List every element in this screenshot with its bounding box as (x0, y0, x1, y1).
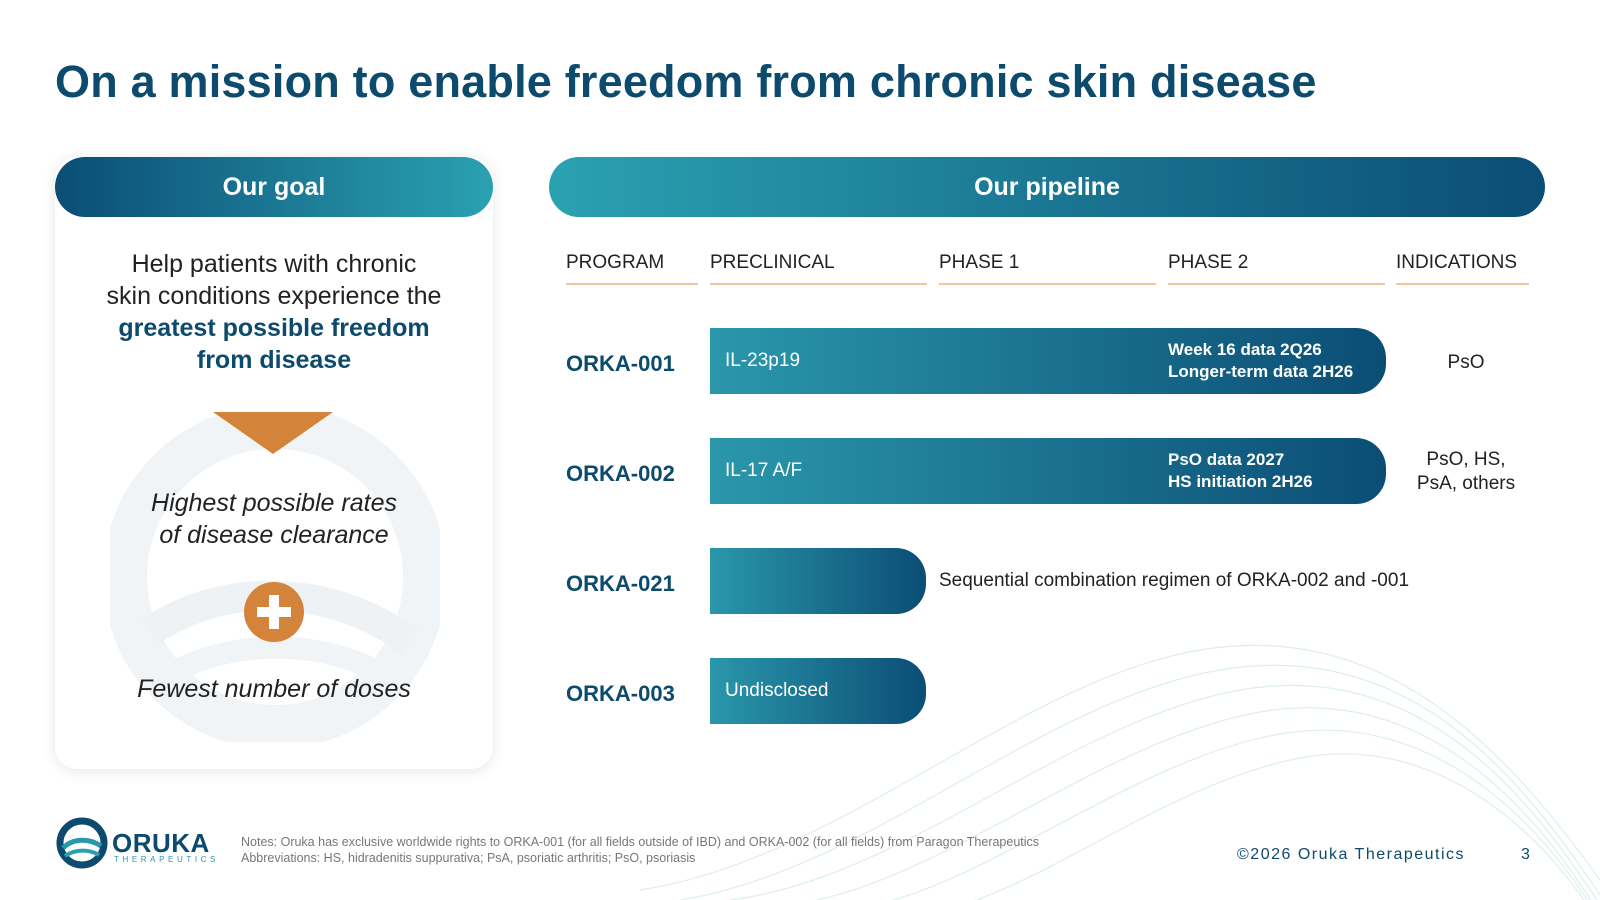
chevron-down-icon (213, 412, 333, 454)
indication-label: PsO, HS, PsA, others (1396, 448, 1536, 496)
footnote-line: Abbreviations: HS, hidradenitis suppurat… (241, 851, 696, 865)
footnote-line: Notes: Oruka has exclusive worldwide rig… (241, 835, 1040, 849)
page-title: On a mission to enable freedom from chro… (55, 56, 1317, 107)
program-name: ORKA-002 (566, 461, 675, 486)
plus-circle-icon (244, 582, 304, 642)
column-header-phase2: PHASE 2 (1168, 252, 1385, 285)
goal-outcome-doses: Fewest number of doses (137, 675, 411, 703)
pipeline-bar-orka-002: IL-17 A/F PsO data 2027 HS initiation 2H… (710, 438, 1386, 504)
background-waves (640, 644, 1600, 900)
pipeline-header: Our pipeline (549, 157, 1545, 217)
milestone-line: HS initiation 2H26 (1168, 472, 1313, 491)
target-label: IL-23p19 (725, 350, 801, 371)
target-label: IL-17 A/F (725, 460, 803, 481)
program-name: ORKA-001 (566, 351, 675, 376)
footnotes: Notes: Oruka has exclusive worldwide rig… (241, 834, 1039, 866)
program-name: ORKA-021 (566, 571, 675, 596)
pipeline-bar-orka-001: IL-23p19 Week 16 data 2Q26 Longer-term d… (710, 328, 1386, 394)
logo-subtitle: THERAPEUTICS (114, 855, 219, 864)
goal-card: Our goal Help patients with chronic skin… (55, 157, 493, 769)
milestone-label: Week 16 data 2Q26 Longer-term data 2H26 (1168, 339, 1353, 383)
goal-text-line: skin conditions experience the (106, 282, 442, 310)
pipeline-bar-orka-021 (710, 548, 926, 614)
milestone-line: Week 16 data 2Q26 (1168, 340, 1322, 359)
column-header-program: PROGRAM (566, 252, 698, 285)
program-name: ORKA-003 (566, 681, 675, 706)
outcome-line: of disease clearance (159, 521, 389, 549)
pipeline-bar-orka-003: Undisclosed (710, 658, 926, 724)
goal-highlight: from disease (196, 346, 352, 374)
goal-statement: Help patients with chronic skin conditio… (55, 248, 493, 376)
milestone-line: PsO data 2027 (1168, 450, 1285, 469)
combination-note: Sequential combination regimen of ORKA-0… (939, 570, 1410, 591)
target-label: Undisclosed (725, 680, 829, 701)
indication-line: PsO, HS, (1426, 449, 1506, 470)
outcome-line: Highest possible rates (151, 489, 397, 517)
oruka-logo-icon (56, 817, 108, 869)
milestone-line: Longer-term data 2H26 (1168, 362, 1354, 381)
goal-header: Our goal (55, 157, 493, 217)
indication-line: PsO (1447, 352, 1485, 373)
logo-wordmark: ORUKA (112, 828, 210, 858)
milestone-label: PsO data 2027 HS initiation 2H26 (1168, 449, 1313, 493)
goal-text-line: Help patients with chronic (131, 250, 417, 278)
indication-line: PsA, others (1416, 473, 1516, 494)
copyright: ©2026 Oruka Therapeutics (1237, 846, 1466, 863)
goal-highlight: greatest possible freedom (118, 314, 430, 342)
goal-outcome-clearance: Highest possible rates of disease cleara… (55, 487, 493, 551)
column-header-preclinical: PRECLINICAL (710, 252, 927, 285)
indication-label: PsO (1396, 351, 1536, 375)
page-number: 3 (1521, 846, 1530, 863)
column-header-indications: INDICATIONS (1396, 252, 1529, 285)
column-header-phase1: PHASE 1 (939, 252, 1156, 285)
